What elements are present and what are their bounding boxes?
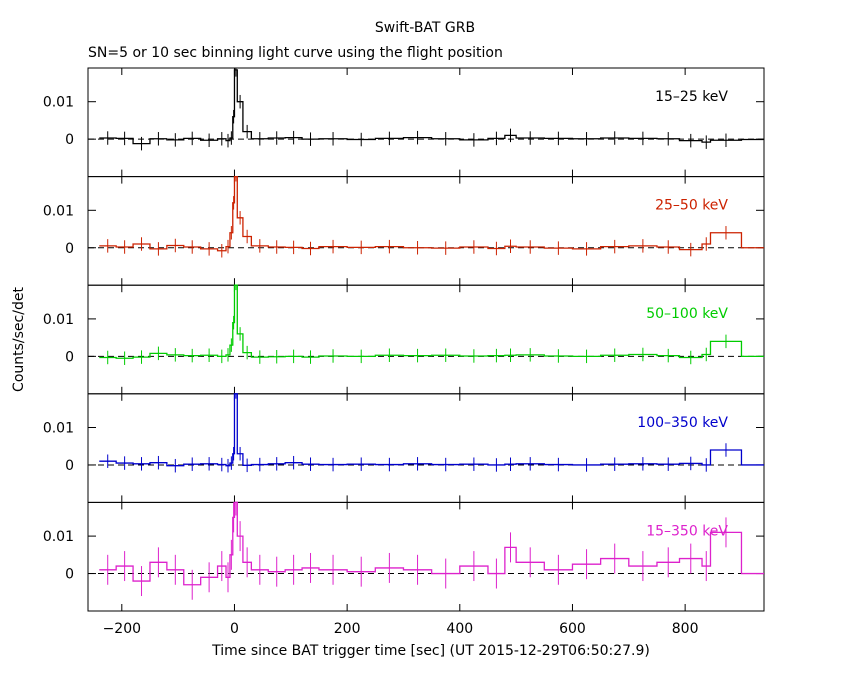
series-line <box>99 69 764 145</box>
chart-title: Swift-BAT GRB <box>374 20 476 36</box>
y-tick-label: 0.01 <box>43 421 74 437</box>
y-tick-label: 0 <box>65 567 74 583</box>
panel-label: 15–25 keV <box>655 89 728 105</box>
x-tick-label: 0 <box>230 621 239 637</box>
y-tick-label: 0.01 <box>43 529 74 545</box>
x-axis-label: Time since BAT trigger time [sec] (UT 20… <box>211 643 650 659</box>
x-tick-label: 200 <box>334 621 361 637</box>
panel-frame <box>87 284 765 395</box>
y-tick-label: 0 <box>65 132 74 148</box>
panel-label: 25–50 keV <box>655 198 728 214</box>
y-axis-label: Counts/sec/det <box>11 287 27 392</box>
y-tick-label: 0 <box>65 458 74 474</box>
panel-frame <box>87 393 765 503</box>
panel-label: 100–350 keV <box>637 415 728 431</box>
x-tick-label: −200 <box>103 621 141 637</box>
x-tick-label: 400 <box>446 621 473 637</box>
series-line <box>99 284 764 359</box>
chart-subtitle: SN=5 or 10 sec binning light curve using… <box>88 45 503 61</box>
y-tick-label: 0.01 <box>43 312 74 328</box>
series-line <box>99 393 764 467</box>
y-tick-label: 0.01 <box>43 203 74 219</box>
panel-frame <box>87 67 765 178</box>
series-line <box>99 175 764 252</box>
x-tick-label: 800 <box>672 621 699 637</box>
panel-label: 15–350 keV <box>646 523 728 539</box>
y-tick-label: 0.01 <box>43 95 74 111</box>
panel-frame <box>87 176 765 286</box>
panel-frame <box>87 501 765 612</box>
series-line <box>99 501 764 586</box>
x-tick-label: 600 <box>559 621 586 637</box>
y-tick-label: 0 <box>65 241 74 257</box>
panel-label: 50–100 keV <box>646 306 728 322</box>
y-tick-label: 0 <box>65 349 74 365</box>
